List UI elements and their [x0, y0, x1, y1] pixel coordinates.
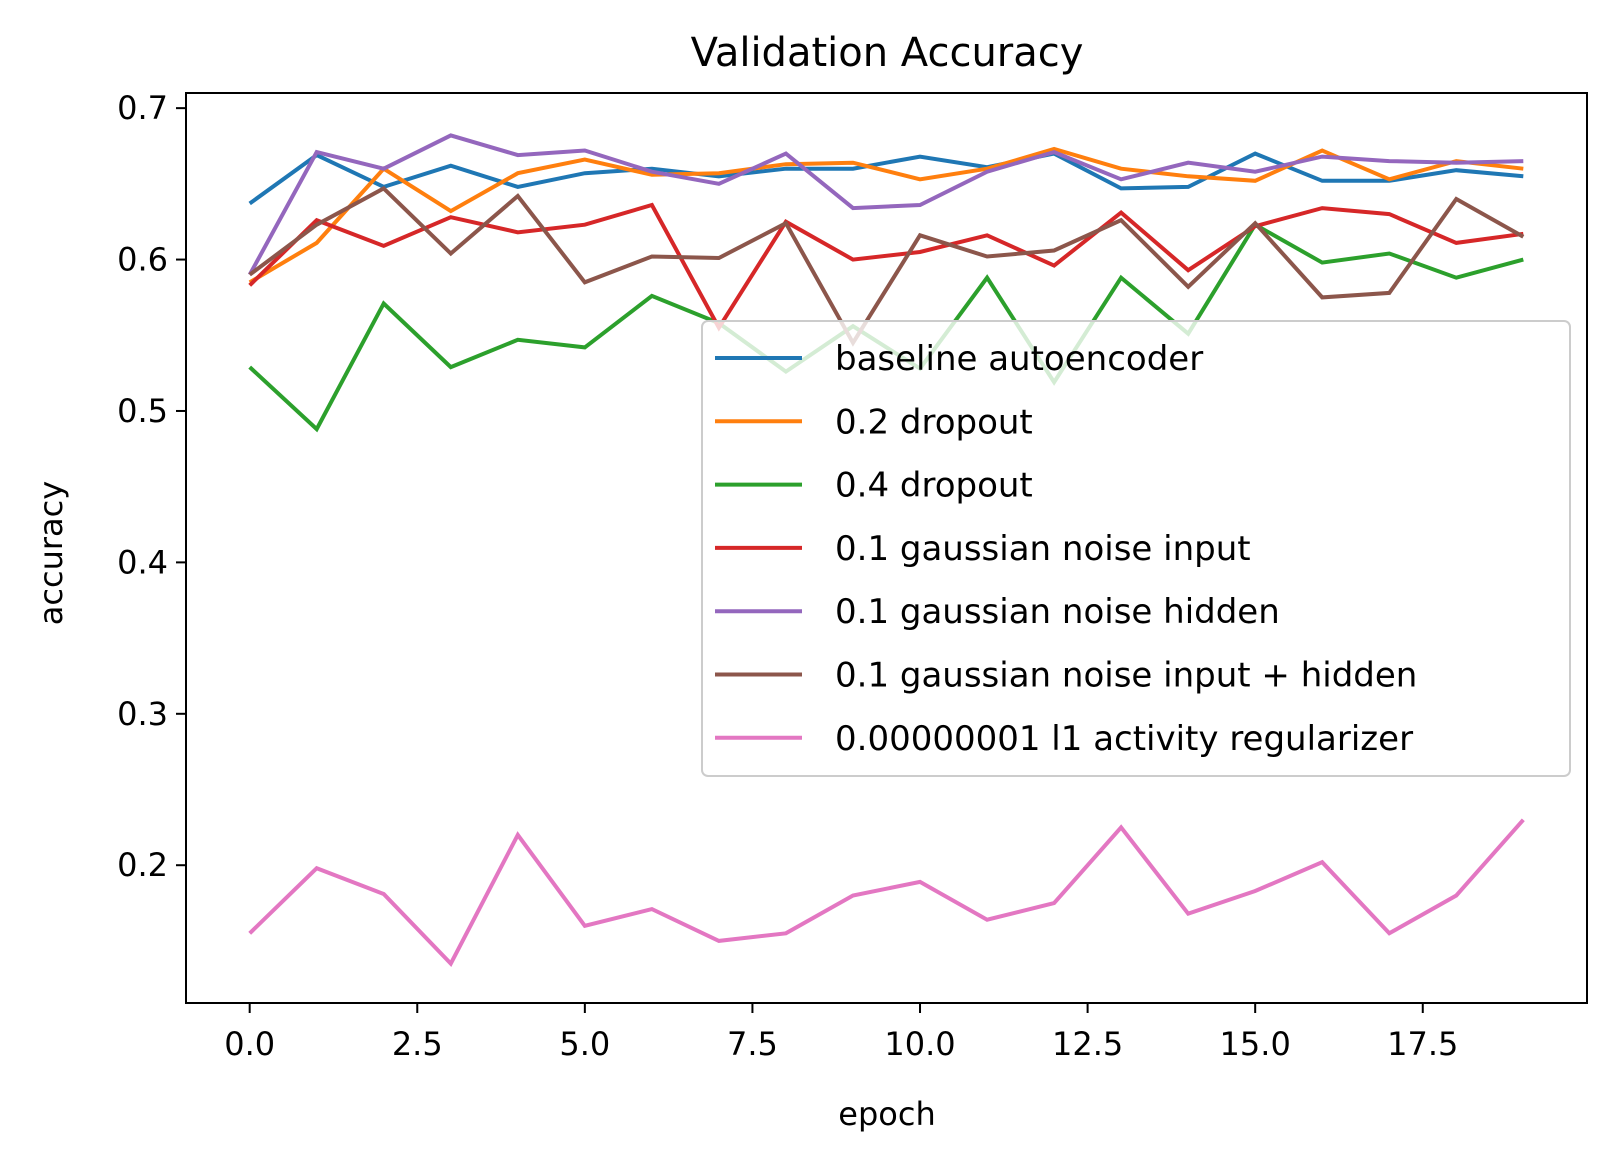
series-line-2: [248, 146, 1524, 285]
y-tick-label: 0.5: [117, 392, 168, 430]
series-line-6: [248, 185, 1525, 347]
series-line-5: [247, 133, 1524, 276]
legend-label: 0.1 gaussian noise input: [835, 529, 1251, 569]
x-axis-label: epoch: [838, 1095, 935, 1133]
chart-title: Validation Accuracy: [691, 30, 1084, 76]
x-tick-label: 15.0: [1220, 1025, 1291, 1063]
x-tick-label: 12.5: [1052, 1025, 1123, 1063]
legend-box: [701, 320, 1571, 777]
x-tick-label: 0.0: [224, 1025, 275, 1063]
y-tick-label: 0.4: [117, 543, 168, 581]
y-tick-label: 0.6: [117, 241, 168, 279]
legend-label: 0.00000001 l1 activity regularizer: [835, 719, 1413, 759]
axis-ticks: 0.0 2.5 5.0 7.5 10.0 12.5 15.0 17.5 0.2 0.3 0.4 0.5…: [117, 89, 1458, 1063]
series-line-7: [248, 818, 1525, 967]
x-tick-label: 2.5: [392, 1025, 443, 1063]
y-tick-label: 0.7: [117, 89, 168, 127]
x-tick-label: 7.5: [727, 1025, 778, 1063]
x-tick-label: 5.0: [559, 1025, 610, 1063]
legend-label: baseline autoencoder: [835, 339, 1203, 379]
y-tick-label: 0.2: [117, 846, 168, 884]
legend-label: 0.4 dropout: [835, 466, 1033, 506]
plot-area-frame: [185, 92, 1588, 1004]
y-axis-label: accuracy: [32, 481, 70, 625]
series-line-4: [248, 202, 1524, 332]
series-line-1: [248, 151, 1524, 206]
legend-label: 0.2 dropout: [835, 402, 1033, 442]
legend: baseline autoencoder 0.2 dropout 0.4 dropo…: [701, 320, 1571, 777]
x-tick-label: 10.0: [884, 1025, 955, 1063]
x-tick-label: 17.5: [1387, 1025, 1458, 1063]
y-tick-label: 0.3: [117, 695, 168, 733]
legend-label: 0.1 gaussian noise input + hidden: [835, 656, 1417, 696]
legend-label: 0.1 gaussian noise hidden: [835, 592, 1280, 632]
